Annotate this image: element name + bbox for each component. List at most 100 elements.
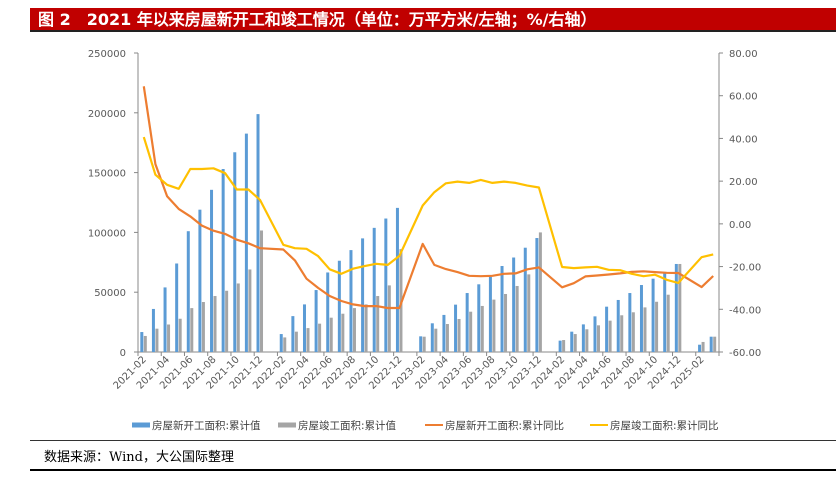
bar-new-starts — [570, 331, 574, 352]
bar-completions — [469, 311, 473, 352]
right-tick-label: 40.00 — [729, 134, 758, 145]
bar-new-starts — [163, 287, 167, 352]
bar-new-starts — [372, 227, 376, 352]
bar-completions — [236, 283, 240, 352]
bar-completions — [701, 341, 705, 352]
bar-new-starts — [639, 285, 643, 352]
bar-completions — [678, 263, 682, 352]
legend-swatch — [590, 424, 608, 426]
bar-new-starts — [709, 336, 713, 352]
bar-new-starts — [454, 304, 458, 352]
bar-completions — [434, 328, 438, 352]
bar-completions — [596, 325, 600, 352]
bar-completions — [492, 299, 496, 352]
line-completions-yoy — [142, 136, 714, 285]
bar-completions — [143, 335, 147, 352]
bar-new-starts — [151, 308, 155, 352]
bar-new-starts — [500, 266, 504, 352]
left-tick-label: 150000 — [88, 169, 126, 180]
legend-label: 房屋新开工面积:累计同比 — [445, 419, 564, 432]
bar-new-starts — [361, 238, 365, 352]
left-tick-label: 0 — [120, 348, 126, 359]
divider — [30, 469, 836, 471]
bar-completions — [422, 336, 426, 352]
right-tick-label: 60.00 — [729, 92, 758, 103]
bar-completions — [655, 301, 659, 352]
bar-completions — [538, 232, 542, 352]
left-tick-label: 100000 — [88, 228, 126, 239]
right-tick-label: -20.00 — [729, 263, 761, 274]
bar-new-starts — [605, 306, 609, 352]
bar-new-starts — [210, 189, 214, 352]
right-tick-label: 80.00 — [729, 49, 758, 60]
bar-completions — [318, 323, 322, 352]
bar-new-starts — [395, 207, 399, 352]
right-tick-label: -60.00 — [729, 348, 761, 359]
bar-new-starts — [593, 316, 597, 352]
legend-swatch — [425, 424, 443, 426]
bar-completions — [213, 296, 217, 352]
bar-completions — [515, 285, 519, 352]
bar-completions — [167, 324, 171, 352]
bar-new-starts — [140, 332, 144, 352]
figure-title: 图 2 2021 年以来房屋新开工和竣工情况（单位：万平方米/左轴；%/右轴） — [30, 8, 836, 32]
bar-completions — [631, 312, 635, 352]
bar-completions — [260, 230, 264, 352]
bar-new-starts — [233, 152, 237, 352]
bar-new-starts — [628, 293, 632, 352]
bar-completions — [562, 340, 566, 352]
bar-new-starts — [465, 293, 469, 352]
bar-new-starts — [349, 250, 353, 352]
bar-new-starts — [616, 299, 620, 352]
bar-new-starts — [221, 169, 225, 352]
bar-new-starts — [535, 238, 539, 352]
legend-swatch — [132, 422, 150, 428]
bar-new-starts — [558, 340, 562, 352]
bar-new-starts — [256, 114, 260, 352]
left-tick-label: 200000 — [88, 109, 126, 120]
bar-completions — [666, 294, 670, 352]
legend-label: 房屋竣工面积:累计值 — [298, 419, 397, 432]
chart: 0 50000 100000 150000 200000 250000 -60.00 -40.… — [88, 49, 761, 432]
bar-new-starts — [477, 284, 481, 352]
bar-completions — [294, 331, 298, 352]
source-note: 数据来源：Wind，大公国际整理 — [44, 450, 234, 465]
bar-completions — [283, 337, 287, 352]
bar-new-starts — [291, 316, 295, 352]
bar-new-starts — [326, 272, 330, 352]
bar-completions — [225, 290, 229, 352]
bar-completions — [364, 304, 368, 352]
divider — [30, 440, 836, 441]
bar-new-starts — [523, 247, 527, 352]
bar-new-starts — [175, 263, 179, 352]
bar-completions — [527, 274, 531, 352]
bar-new-starts — [384, 218, 388, 352]
right-tick-label: 20.00 — [729, 177, 758, 188]
legend-label: 房屋竣工面积:累计同比 — [610, 419, 719, 432]
bar-new-starts — [488, 276, 492, 352]
bar-completions — [352, 308, 356, 352]
bar-new-starts — [651, 278, 655, 352]
bar-completions — [155, 328, 159, 352]
left-tick-label: 250000 — [88, 49, 126, 60]
bar-completions — [643, 307, 647, 352]
bar-new-starts — [419, 336, 423, 352]
bar-completions — [178, 318, 182, 352]
bar-completions — [608, 320, 612, 352]
bar-completions — [341, 313, 345, 352]
bar-completions — [573, 334, 577, 352]
bar-new-starts — [430, 323, 434, 352]
bar-completions — [329, 317, 333, 352]
bar-new-starts — [337, 260, 341, 352]
bar-completions — [387, 285, 391, 352]
bar-completions — [248, 269, 252, 352]
bar-completions — [201, 302, 205, 352]
bar-new-starts — [698, 344, 702, 352]
bar-completions — [480, 305, 484, 352]
bar-completions — [306, 328, 310, 352]
bar-completions — [445, 324, 449, 352]
bar-new-starts — [198, 209, 202, 352]
bar-completions — [504, 293, 508, 352]
legend-label: 房屋新开工面积:累计值 — [152, 419, 261, 432]
bar-new-starts — [442, 314, 446, 352]
